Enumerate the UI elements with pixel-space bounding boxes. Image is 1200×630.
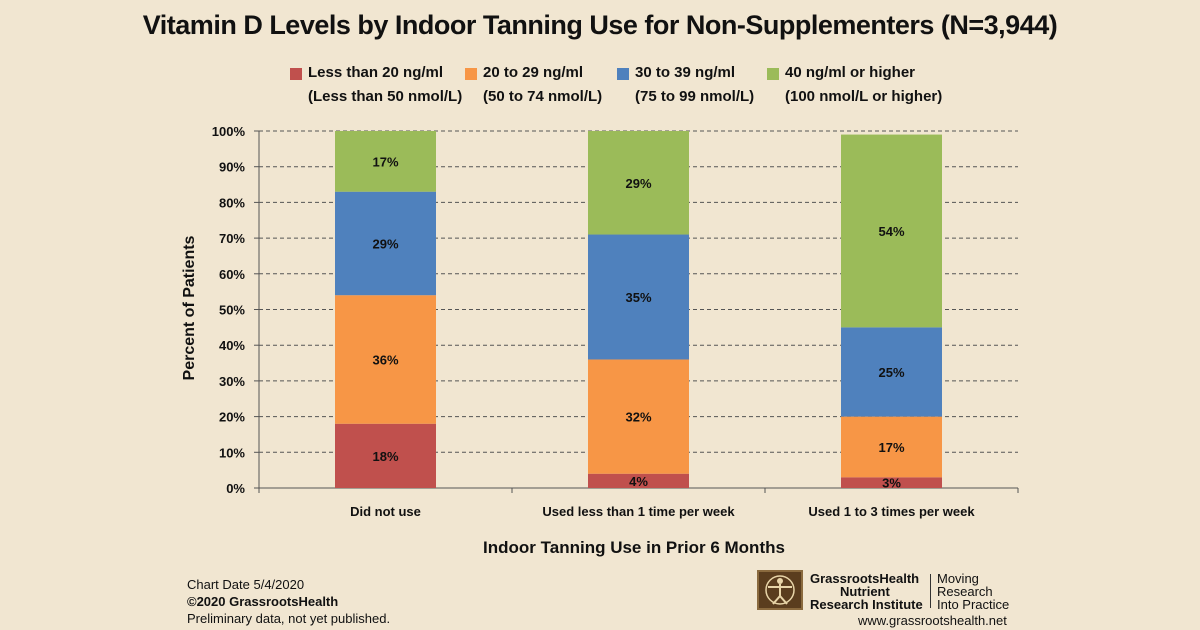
legend-label: 30 to 39 ng/ml — [635, 64, 736, 81]
y-tick-label: 70% — [219, 231, 245, 246]
x-category-label: Used less than 1 time per week — [542, 504, 735, 519]
y-tick-label: 80% — [219, 195, 245, 210]
org-name-line1: GrassrootsHealth — [810, 571, 920, 586]
data-label: 32% — [625, 410, 651, 425]
legend-sublabel: (75 to 99 nmol/L) — [635, 88, 755, 105]
x-category-label: Used 1 to 3 times per week — [808, 504, 975, 519]
copyright: ©2020 GrassrootsHealth — [187, 594, 339, 609]
data-label: 25% — [878, 365, 904, 380]
data-label: 3% — [882, 476, 901, 491]
org-name-line3: Research Institute — [810, 597, 923, 612]
legend-sublabel: (50 to 74 nmol/L) — [483, 88, 603, 105]
org-name-line2: Nutrient — [840, 584, 890, 599]
data-label: 17% — [372, 154, 398, 169]
bar-segment — [335, 131, 436, 192]
bar-segment — [841, 327, 942, 417]
legend-label: Less than 20 ng/ml — [308, 64, 444, 81]
y-tick-label: 20% — [219, 410, 245, 425]
logo-divider — [930, 574, 931, 608]
bar-segment — [841, 416, 942, 478]
y-tick-label: 90% — [219, 160, 245, 175]
legend-swatch — [617, 68, 629, 80]
legend-swatch — [465, 68, 477, 80]
data-label: 29% — [372, 236, 398, 251]
legend-swatch — [290, 68, 302, 80]
y-tick-label: 0% — [226, 481, 245, 496]
bar-segment — [841, 134, 942, 328]
data-label: 54% — [878, 224, 904, 239]
bar-segment — [588, 131, 689, 235]
preliminary-note: Preliminary data, not yet published. — [187, 611, 391, 626]
y-tick-label: 50% — [219, 303, 245, 318]
x-category-label: Did not use — [350, 504, 421, 519]
x-axis-label: Indoor Tanning Use in Prior 6 Months — [483, 538, 785, 557]
tagline-line1: Moving — [937, 571, 979, 586]
legend-label: 40 ng/ml or higher — [785, 64, 916, 81]
y-tick-label: 30% — [219, 374, 245, 389]
vitruvian-logo-icon — [757, 570, 803, 610]
legend-label: 20 to 29 ng/ml — [483, 64, 584, 81]
bar-segment — [588, 473, 689, 488]
bar-segment — [335, 191, 436, 296]
chart-date: Chart Date 5/4/2020 — [187, 577, 305, 592]
data-label: 29% — [625, 176, 651, 191]
data-label: 17% — [878, 440, 904, 455]
y-tick-label: 10% — [219, 445, 245, 460]
tagline-line3: Into Practice — [937, 597, 1010, 612]
bar-segment — [335, 295, 436, 424]
bar-segment — [588, 359, 689, 474]
bar-segment — [335, 423, 436, 488]
legend-sublabel: (Less than 50 nmol/L) — [308, 88, 463, 105]
website-link[interactable]: www.grassrootshealth.net — [858, 613, 1007, 628]
data-label: 35% — [625, 290, 651, 305]
legend-sublabel: (100 nmol/L or higher) — [785, 88, 943, 105]
data-label: 4% — [629, 474, 648, 489]
data-label: 36% — [372, 352, 398, 367]
y-tick-label: 60% — [219, 267, 245, 282]
bar-segment — [841, 477, 942, 488]
y-tick-label: 100% — [212, 124, 246, 139]
data-label: 18% — [372, 449, 398, 464]
chart-title: Vitamin D Levels by Indoor Tanning Use f… — [142, 10, 1058, 40]
y-tick-label: 40% — [219, 338, 245, 353]
legend-swatch — [767, 68, 779, 80]
bar-segment — [588, 234, 689, 360]
tagline-line2: Research — [937, 584, 993, 599]
